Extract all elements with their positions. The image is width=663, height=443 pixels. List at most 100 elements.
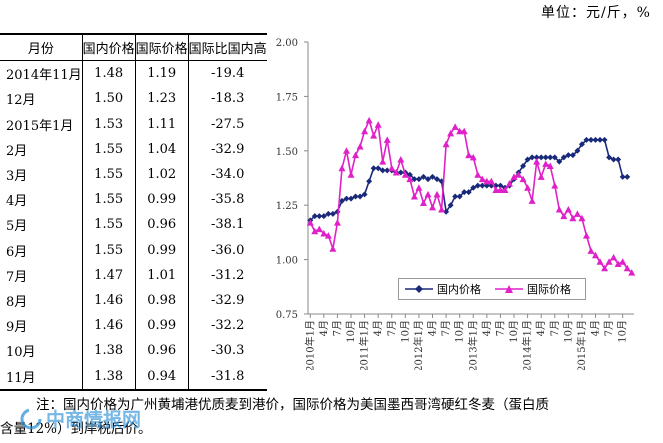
data-point-international xyxy=(311,227,319,235)
cell-month: 5月 xyxy=(6,219,28,235)
legend-label-domestic: 国内价格 xyxy=(437,283,481,296)
table-row: 2015年1月 1.53 1.11 -27.5 xyxy=(0,111,267,137)
x-tick-label: 4月 xyxy=(318,320,330,336)
data-point-international xyxy=(537,173,545,180)
data-point-domestic xyxy=(352,193,359,200)
data-point-international xyxy=(569,214,577,222)
data-point-international xyxy=(415,184,423,191)
x-tick-label: 2013年1月 xyxy=(466,320,479,370)
cell-month: 7月 xyxy=(6,269,28,285)
cell-international: 1.01 xyxy=(134,262,189,288)
data-point-international xyxy=(320,229,328,237)
data-point-domestic xyxy=(578,141,585,148)
cell-diff: -31.2 xyxy=(187,262,267,288)
cell-domestic: 1.55 xyxy=(81,187,136,213)
cell-diff: -36.0 xyxy=(187,237,267,263)
data-point-international xyxy=(374,121,382,128)
data-point-international xyxy=(487,177,495,185)
cell-international: 1.19 xyxy=(134,60,189,87)
cell-international: 0.98 xyxy=(134,287,189,314)
data-point-international xyxy=(551,182,559,189)
data-point-international xyxy=(388,164,396,172)
data-point-domestic xyxy=(329,210,336,217)
data-point-international xyxy=(356,142,364,150)
x-tick-label: 4月 xyxy=(481,320,493,336)
data-point-domestic xyxy=(597,136,604,143)
cell-diff: -31.8 xyxy=(187,363,267,391)
unit-label: 单位：元/斤，% xyxy=(540,5,651,21)
data-point-domestic xyxy=(497,182,504,189)
data-point-international xyxy=(379,158,387,165)
chart-legend: 国内价格 国际价格 xyxy=(398,278,586,300)
data-point-domestic xyxy=(474,182,481,189)
col-header-month: 月份 xyxy=(0,33,83,62)
data-point-domestic xyxy=(348,195,355,202)
cell-domestic: 1.50 xyxy=(81,86,136,112)
data-point-domestic xyxy=(384,167,391,174)
cell-diff: -27.5 xyxy=(187,111,267,137)
cell-domestic: 1.55 xyxy=(81,136,136,162)
data-point-international xyxy=(424,190,432,198)
x-tick-label: 4月 xyxy=(535,320,547,336)
data-point-international xyxy=(352,151,360,159)
data-point-international xyxy=(546,162,554,170)
legend-label-international: 国际价格 xyxy=(527,283,571,296)
data-point-domestic xyxy=(411,176,418,183)
data-point-international xyxy=(483,177,491,185)
cell-month: 2月 xyxy=(6,143,28,159)
cell-diff: -38.1 xyxy=(187,212,267,238)
data-point-international xyxy=(442,140,450,148)
y-tick-label: 2.00 xyxy=(276,38,298,49)
data-point-international xyxy=(601,264,609,272)
data-point-international xyxy=(610,253,618,261)
cell-month: 6月 xyxy=(6,244,28,260)
data-point-international xyxy=(592,251,600,259)
cell-diff: -19.4 xyxy=(187,60,267,87)
data-point-domestic xyxy=(420,173,427,180)
data-point-domestic xyxy=(338,197,345,204)
data-point-domestic xyxy=(556,158,563,165)
table-row: 5月 1.55 0.96 -38.1 xyxy=(0,212,267,238)
legend-item-domestic: 国内价格 xyxy=(405,281,481,297)
data-point-domestic xyxy=(606,154,613,161)
cell-international: 0.96 xyxy=(134,212,189,238)
data-point-international xyxy=(469,153,477,161)
data-point-international xyxy=(465,151,473,159)
cell-month: 10月 xyxy=(6,345,36,361)
col-header-diff: 国际比国内高 xyxy=(187,33,267,62)
legend-swatch-triangle xyxy=(495,285,523,293)
cell-international: 1.11 xyxy=(134,111,189,137)
data-point-domestic xyxy=(434,176,441,183)
x-tick-label: 2011年1月 xyxy=(358,320,371,370)
x-tick-label: 10月 xyxy=(345,320,357,343)
cell-month: 2015年1月 xyxy=(6,118,74,134)
col-header-international: 国际价格 xyxy=(134,33,189,62)
data-point-domestic xyxy=(524,156,531,163)
data-point-domestic xyxy=(465,189,472,196)
y-tick-label: 1.75 xyxy=(276,92,298,103)
legend-item-international: 国际价格 xyxy=(495,281,571,297)
y-tick-label: 1.50 xyxy=(276,147,298,158)
cell-international: 0.96 xyxy=(134,338,189,364)
data-point-domestic xyxy=(438,178,445,185)
data-point-domestic xyxy=(560,154,567,161)
cell-domestic: 1.55 xyxy=(81,237,136,263)
data-point-international xyxy=(582,232,590,239)
data-point-domestic xyxy=(366,178,373,185)
legend-swatch-diamond xyxy=(405,285,433,293)
watermark-logo: 中商情报网 xyxy=(20,408,141,431)
data-point-domestic xyxy=(370,165,377,172)
data-point-domestic xyxy=(565,152,572,159)
data-point-domestic xyxy=(520,163,527,170)
data-point-international xyxy=(628,269,636,276)
data-point-domestic xyxy=(357,193,364,200)
data-point-domestic xyxy=(601,136,608,143)
data-point-domestic xyxy=(375,165,382,172)
data-point-domestic xyxy=(533,154,540,161)
data-point-domestic xyxy=(320,213,327,220)
data-point-domestic xyxy=(456,193,463,200)
x-tick-label: 10月 xyxy=(399,320,411,343)
data-point-international xyxy=(478,175,486,183)
data-point-domestic xyxy=(379,167,386,174)
data-point-international xyxy=(619,258,627,265)
